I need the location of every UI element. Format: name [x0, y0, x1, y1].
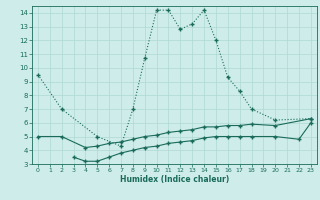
X-axis label: Humidex (Indice chaleur): Humidex (Indice chaleur)	[120, 175, 229, 184]
